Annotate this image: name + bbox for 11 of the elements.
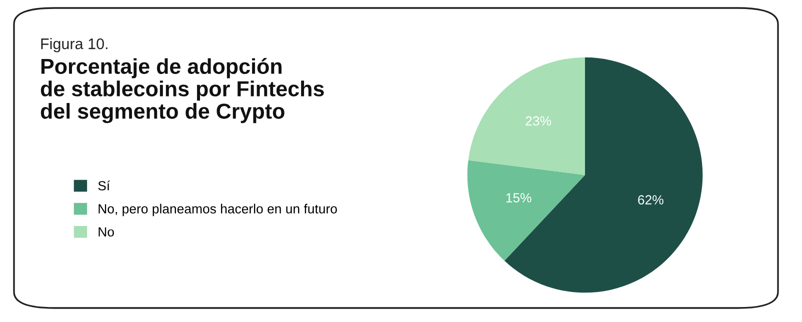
- legend-label: No, pero planeamos hacerlo en un futuro: [98, 204, 337, 216]
- pie-slice: [468, 57, 585, 175]
- data-label: 15%: [506, 193, 532, 202]
- pie-slice: [467, 160, 585, 261]
- legend-label: No: [98, 227, 114, 237]
- legend-label: Sí: [98, 180, 110, 190]
- data-label: 62%: [638, 195, 664, 205]
- pie-slice: [504, 57, 703, 293]
- text: Figura 10.: [41, 38, 108, 52]
- text: Porcentaje de adopción de stablecoins por Fintechs del segmento de Crypto: [40, 58, 324, 124]
- data-label: 23%: [526, 116, 552, 126]
